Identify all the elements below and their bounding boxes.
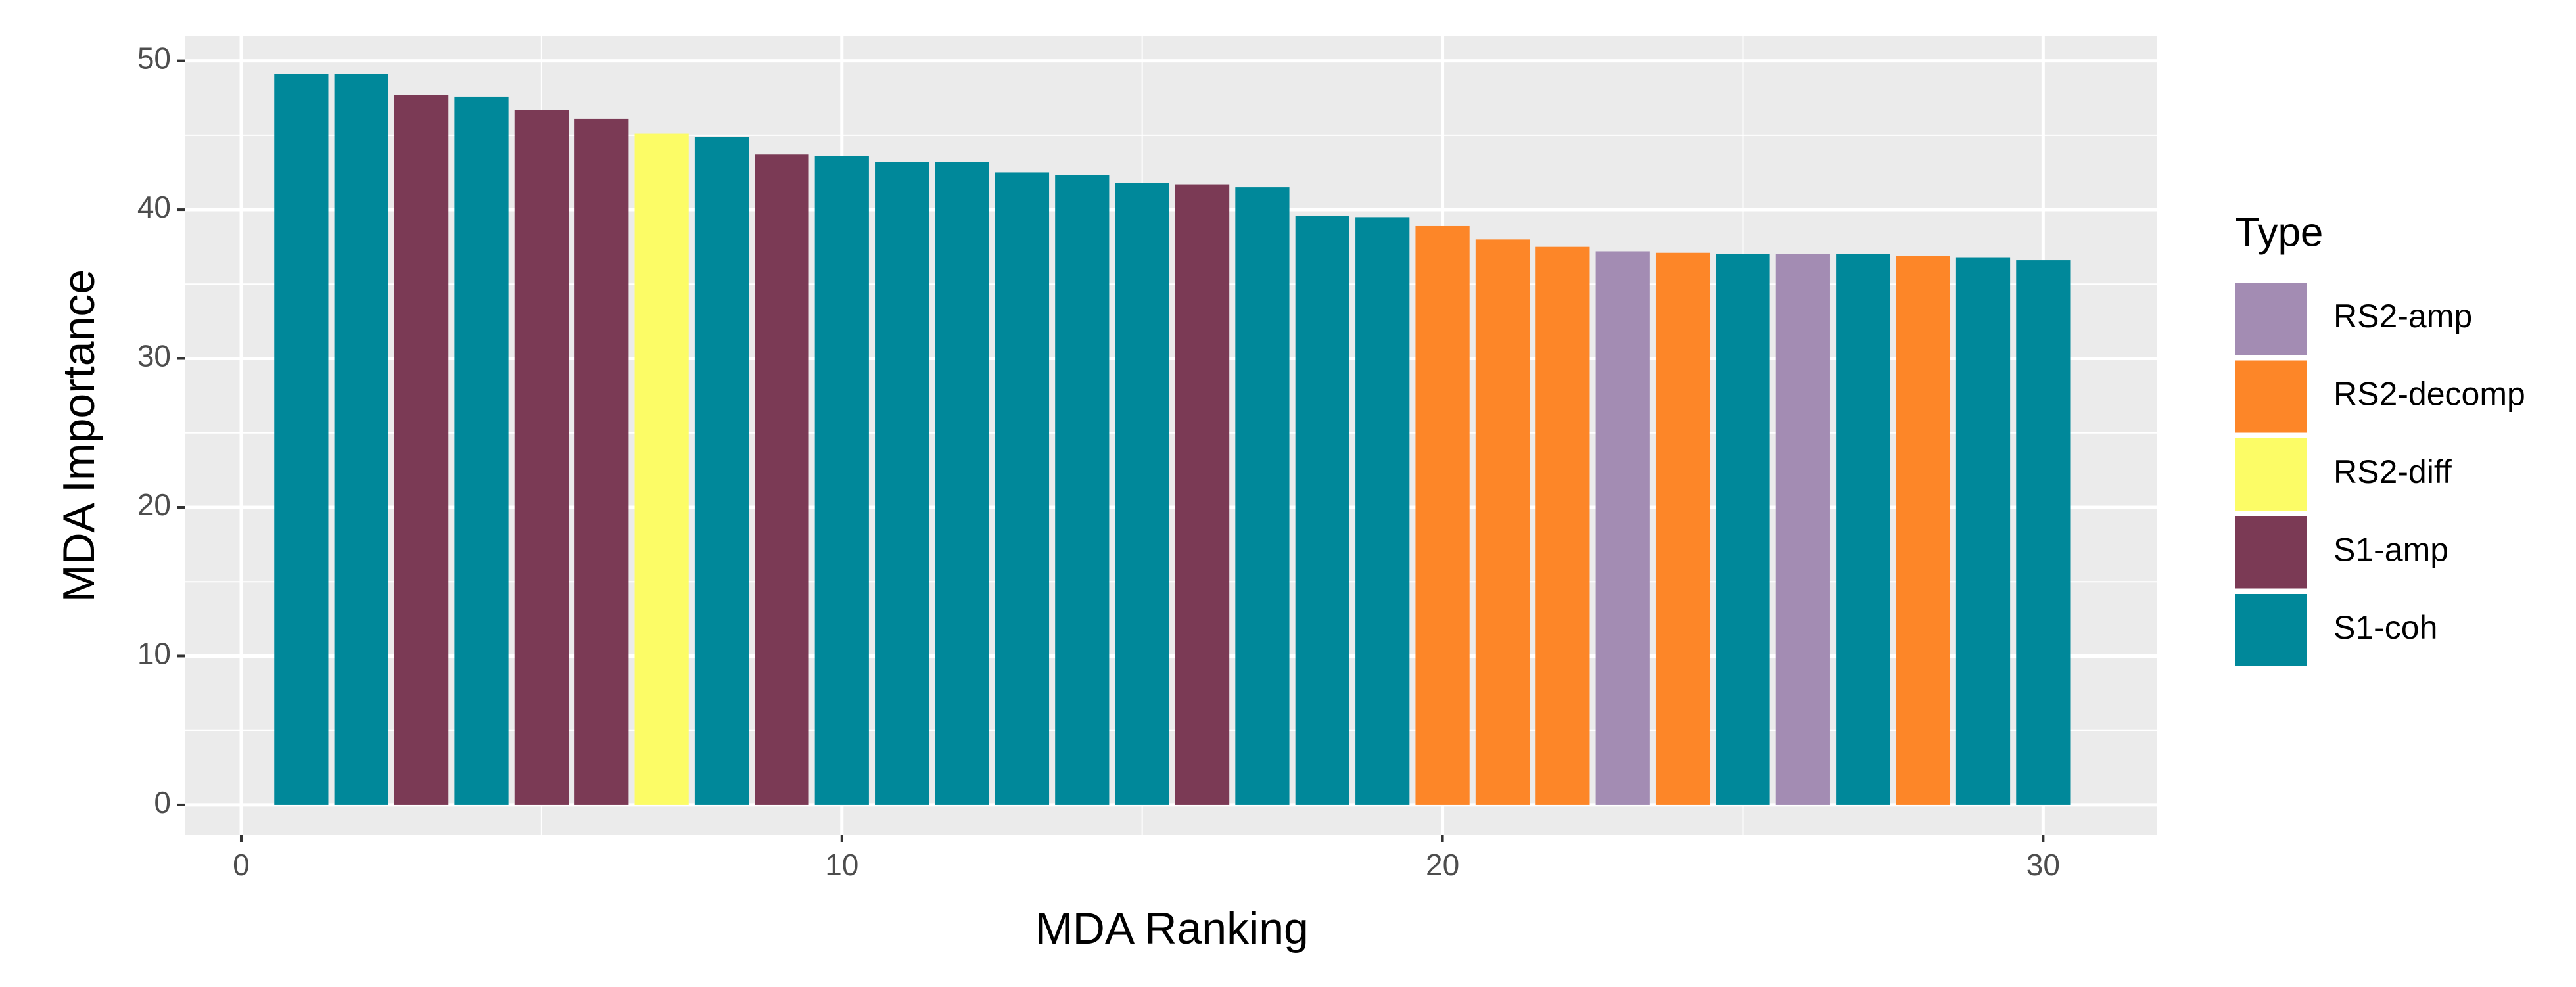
y-tick-label: 40 [137, 190, 171, 224]
bar [1115, 183, 1169, 805]
bar [1535, 246, 1590, 805]
bar [995, 172, 1050, 805]
bar [1295, 216, 1349, 805]
bar [334, 74, 388, 805]
bar [574, 118, 629, 805]
bar [1896, 256, 1950, 805]
bar [1055, 175, 1110, 805]
bar [1655, 252, 1710, 805]
bar [2016, 260, 2071, 805]
bar [935, 162, 989, 805]
bar [454, 96, 509, 805]
bar [694, 137, 749, 805]
legend-key [2235, 594, 2307, 666]
legend-label: RS2-decomp [2333, 376, 2525, 413]
bar [1475, 239, 1530, 805]
x-tick-label: 0 [233, 848, 250, 882]
bar [1836, 254, 1890, 805]
y-axis-title: MDA Importance [54, 269, 104, 602]
legend-label: S1-amp [2333, 532, 2448, 568]
legend-label: S1-coh [2333, 609, 2437, 646]
bar [814, 156, 869, 805]
bar [1415, 225, 1470, 805]
bar [1775, 254, 1830, 805]
legend-key [2235, 516, 2307, 589]
bar [1716, 254, 1770, 805]
bar [1235, 187, 1290, 805]
bar [274, 74, 329, 805]
legend-title: Type [2235, 210, 2323, 255]
bar [634, 133, 689, 805]
x-tick-label: 30 [2026, 848, 2060, 882]
bar [755, 154, 809, 805]
bar [394, 95, 449, 805]
bar [1355, 217, 1410, 805]
legend-key [2235, 360, 2307, 433]
y-tick-label: 10 [137, 637, 171, 671]
bar [1595, 251, 1650, 805]
x-axis-title: MDA Ranking [1035, 904, 1309, 953]
bar [1955, 257, 2011, 805]
x-tick-label: 20 [1426, 848, 1459, 882]
legend-key [2235, 283, 2307, 355]
bar [514, 110, 569, 805]
legend-label: RS2-amp [2333, 298, 2472, 334]
y-tick-label: 50 [137, 41, 171, 76]
y-tick-label: 20 [137, 488, 171, 522]
bar [1175, 184, 1230, 805]
y-tick-label: 30 [137, 339, 171, 373]
bar [875, 162, 929, 805]
legend-key [2235, 438, 2307, 511]
x-tick-label: 10 [825, 848, 858, 882]
y-tick-label: 0 [154, 785, 171, 819]
legend-label: RS2-diff [2333, 453, 2452, 490]
